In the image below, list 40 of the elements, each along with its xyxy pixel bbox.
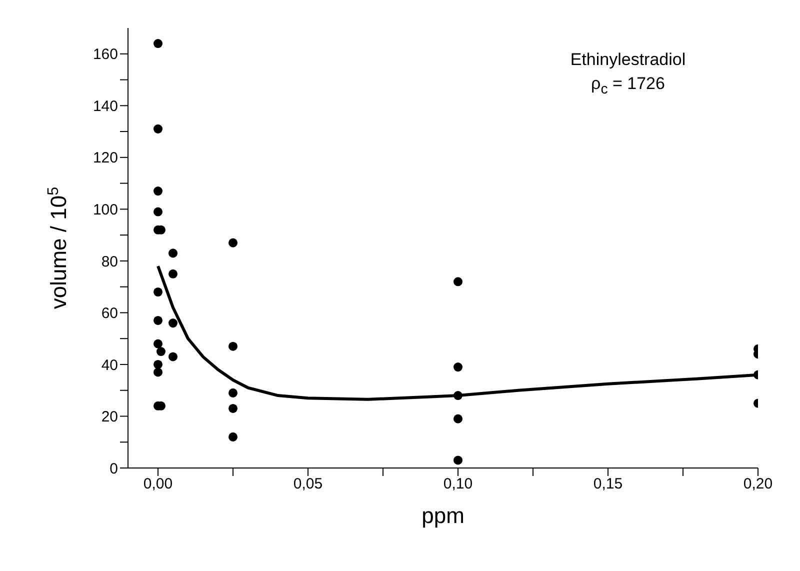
point: [153, 316, 163, 325]
point: [153, 368, 163, 377]
y-tick-label: 160: [92, 46, 118, 64]
point: [453, 414, 463, 424]
x-axis-title: ppm: [422, 503, 464, 528]
point: [453, 362, 463, 372]
x-tick-label: 0,05: [293, 476, 323, 493]
point: [153, 360, 163, 369]
point: [168, 352, 178, 362]
x-tick-label: 0,15: [593, 476, 623, 493]
point: [228, 404, 238, 413]
point: [168, 318, 178, 328]
annotation: ρ$_{c}$ = 1726: [590, 73, 666, 100]
point: [153, 39, 163, 48]
point: [228, 388, 238, 398]
x-tick-label: 0,10: [443, 476, 473, 493]
annotation: Ethinylestradiol: [569, 49, 687, 71]
point: [153, 186, 163, 196]
point: [228, 342, 238, 351]
point: [168, 269, 178, 278]
point: [168, 248, 178, 258]
point: [228, 238, 238, 248]
y-tick-label: 20: [101, 408, 118, 426]
x-tick-label: 0,20: [743, 476, 773, 493]
y-tick-label: 40: [101, 356, 118, 374]
point: [153, 207, 163, 216]
y-tick-label: 0: [110, 460, 118, 478]
y-tick-label: 120: [92, 150, 118, 167]
point: [153, 339, 163, 348]
y-tick-label: 60: [101, 305, 118, 322]
x-tick-label: 0,00: [143, 476, 173, 493]
y-tick-label: 80: [101, 253, 118, 270]
point: [156, 347, 166, 356]
point: [228, 432, 238, 442]
point: [453, 277, 463, 286]
point: [153, 124, 163, 134]
y-tick-label: 140: [92, 98, 118, 115]
point: [453, 456, 463, 465]
y-tick-label: 100: [92, 202, 118, 218]
point: [153, 287, 163, 297]
